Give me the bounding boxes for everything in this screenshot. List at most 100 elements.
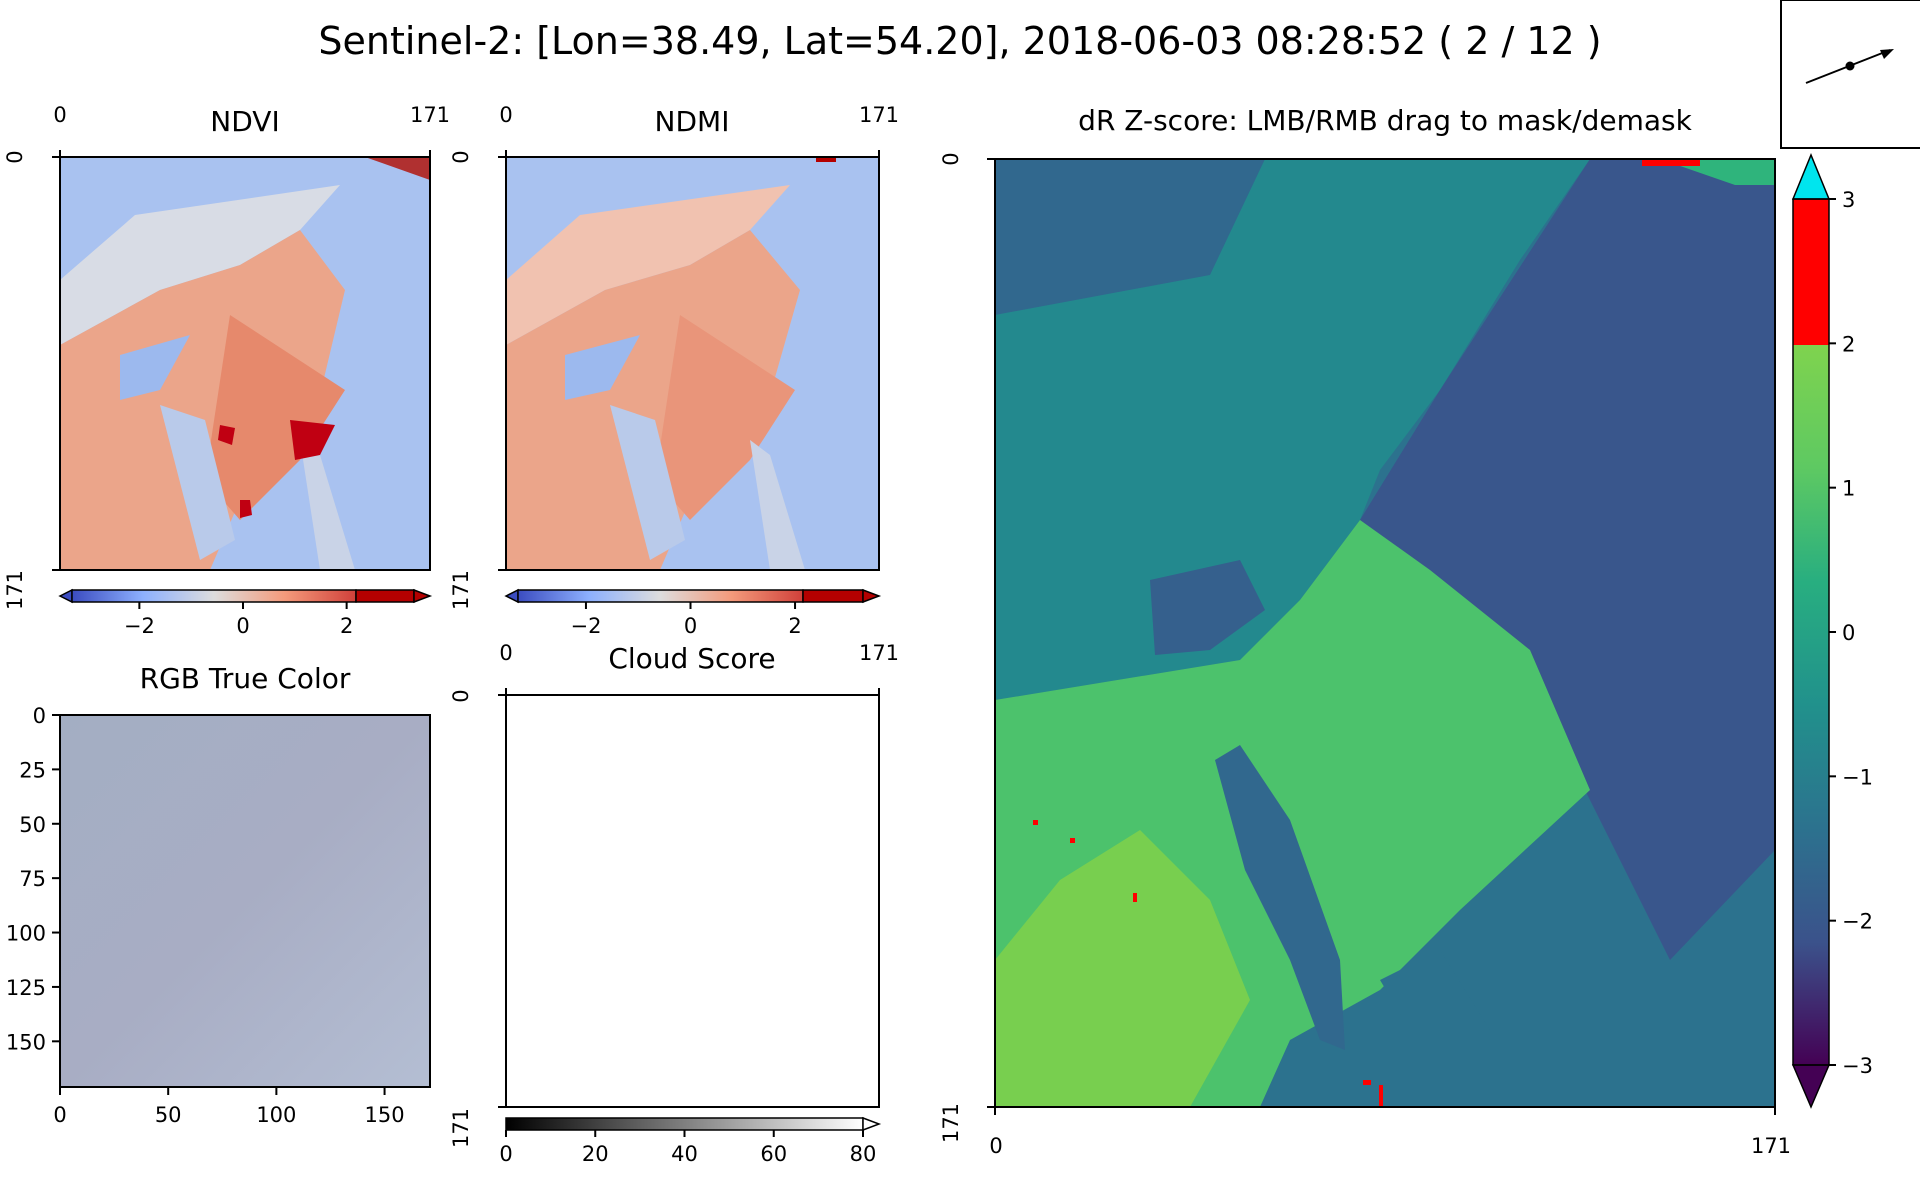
- cloud-colorbar: 0 20 40 60 80: [499, 1116, 882, 1166]
- zscore-xtick: 0: [989, 1134, 1002, 1158]
- cloud-image[interactable]: [505, 694, 880, 1108]
- cloud-colorbar-tick-label: 60: [760, 1142, 787, 1166]
- rgb-xtick-label: 0: [53, 1103, 66, 1127]
- zscore-mask-top: [1642, 159, 1700, 166]
- rgb-image[interactable]: [59, 714, 431, 1088]
- zscore-field-mid: [995, 159, 1590, 700]
- ndmi-xtick: 171: [859, 103, 899, 127]
- ndvi-title: NDVI: [210, 105, 279, 138]
- cloud-xtick: 0: [499, 641, 512, 665]
- ndmi-panel: NDMI 0 171 0 171 −2 0 2: [449, 103, 899, 638]
- zscore-colorbar-tick-label: 2: [1842, 332, 1855, 356]
- rgb-xtick-label: 150: [365, 1103, 405, 1127]
- ndvi-ytick: 0: [3, 150, 27, 163]
- rgb-ytick-label: 75: [19, 867, 46, 891]
- zscore-colorbar-tick-label: 0: [1842, 621, 1855, 645]
- cloud-colorbar-tick-label: 40: [671, 1142, 698, 1166]
- zscore-mask-pixel: [1363, 1080, 1371, 1085]
- zscore-image[interactable]: [994, 157, 1776, 1108]
- ndmi-strip: [610, 405, 685, 560]
- colorbar-over-arrow-icon: [1791, 153, 1831, 200]
- zscore-colorbar-tick-label: 3: [1842, 188, 1855, 212]
- zscore-colorbar-tick-label: −2: [1842, 910, 1873, 934]
- rgb-ytick-label: 0: [33, 704, 46, 728]
- zscore-strip-right: [1380, 950, 1490, 1090]
- ndvi-field-gray: [60, 185, 340, 345]
- ndvi-hotspot-2: [218, 425, 235, 445]
- zscore-xtick: 171: [1751, 1134, 1791, 1158]
- cloud-colorbar-tick-label: 20: [582, 1142, 609, 1166]
- zscore-title: dR Z-score: LMB/RMB drag to mask/demask: [1078, 104, 1692, 137]
- ndvi-colorbar: −2 0 2: [58, 588, 433, 638]
- zscore-colorbar-tick-label: −1: [1842, 765, 1873, 789]
- ndmi-field-cool: [565, 335, 640, 400]
- ndvi-xtick: 0: [53, 103, 66, 127]
- ndvi-field-cool: [120, 335, 190, 400]
- zscore-colorbar-tick-label: 1: [1842, 477, 1855, 501]
- figure-title: Sentinel-2: [Lon=38.49, Lat=54.20], 2018…: [318, 19, 1601, 63]
- cloud-ytick: 0: [449, 689, 473, 702]
- ndvi-field-warm: [60, 230, 345, 570]
- ndmi-field-warm: [506, 230, 800, 570]
- zscore-field-dark: [1360, 159, 1775, 960]
- ndmi-ytick: 0: [449, 150, 473, 163]
- ndmi-image[interactable]: [505, 156, 880, 571]
- ndvi-hotspot-3: [240, 500, 252, 518]
- ndvi-edge: [365, 157, 430, 180]
- ndmi-title: NDMI: [655, 105, 730, 138]
- zscore-ytick: 171: [939, 1103, 963, 1143]
- ndmi-colorbar-tick-label: 0: [684, 614, 697, 638]
- rgb-title: RGB True Color: [140, 662, 351, 695]
- rgb-ytick-label: 150: [6, 1030, 46, 1054]
- zscore-colorbar-tick-label: −3: [1842, 1054, 1873, 1078]
- ndvi-colorbar-tick-label: −2: [124, 614, 155, 638]
- ndmi-xtick: 0: [499, 103, 512, 127]
- ndmi-strip-right: [750, 440, 805, 570]
- ndvi-xtick: 171: [410, 103, 450, 127]
- cloud-ytick: 171: [449, 1108, 473, 1148]
- rgb-xtick-label: 50: [155, 1103, 182, 1127]
- arrowhead-icon: [1880, 49, 1894, 59]
- ndmi-field-light: [506, 185, 790, 345]
- zscore-strip: [1215, 745, 1345, 1050]
- rgb-ytick-label: 100: [6, 922, 46, 946]
- ndmi-colorbar-tick-label: −2: [570, 614, 601, 638]
- zscore-mask-pixel: [1070, 838, 1075, 843]
- orientation-widget[interactable]: [1780, 0, 1920, 149]
- zscore-field-upper-left: [995, 159, 1265, 315]
- rgb-xtick-label: 100: [256, 1103, 296, 1127]
- zscore-mask-pixel: [1133, 893, 1137, 902]
- ndvi-colorbar-tick-label: 2: [340, 614, 353, 638]
- cloud-title: Cloud Score: [608, 642, 775, 675]
- rgb-ytick-label: 125: [6, 976, 46, 1000]
- ndvi-ytick: 171: [3, 570, 27, 610]
- zscore-pond: [1150, 560, 1265, 655]
- cloud-xtick: 171: [859, 641, 899, 665]
- ndmi-colorbar-tick-label: 2: [788, 614, 801, 638]
- ndmi-field-warm-inner: [655, 315, 795, 520]
- ndvi-image[interactable]: [59, 156, 431, 571]
- ndvi-strip-right: [300, 440, 355, 570]
- rgb-panel: RGB True Color 0 50 100 150 0 25 50 75 100 125 15…: [6, 662, 431, 1127]
- ndmi-ytick: 171: [449, 570, 473, 610]
- zscore-field-brightest: [995, 830, 1250, 1107]
- ndvi-colorbar-tick-label: 0: [236, 614, 249, 638]
- ndvi-strip: [160, 405, 235, 560]
- ndvi-hotspot: [290, 420, 335, 460]
- orientation-dot-icon: [1845, 61, 1855, 71]
- ndmi-edge: [816, 157, 836, 162]
- zscore-panel: dR Z-score: LMB/RMB drag to mask/demask: [939, 104, 1873, 1158]
- zscore-mask-pixel: [1379, 1085, 1383, 1107]
- cloud-colorbar-tick-label: 0: [499, 1142, 512, 1166]
- zscore-ytick: 0: [939, 152, 963, 165]
- ndmi-colorbar: −2 0 2: [504, 588, 882, 638]
- ndvi-field-warm-inner: [205, 315, 345, 520]
- rgb-ytick-label: 25: [19, 758, 46, 782]
- rgb-ytick-label: 50: [19, 813, 46, 837]
- cloud-panel: Cloud Score 0 171 0 171 0 20 40 60 80: [449, 641, 899, 1166]
- zscore-mask-pixel: [1033, 820, 1038, 825]
- zscore-colorbar: −3 −2 −1 0 1 2 3: [1791, 153, 1873, 1109]
- colorbar-under-arrow-icon: [1791, 1064, 1831, 1109]
- cloud-colorbar-tick-label: 80: [850, 1142, 877, 1166]
